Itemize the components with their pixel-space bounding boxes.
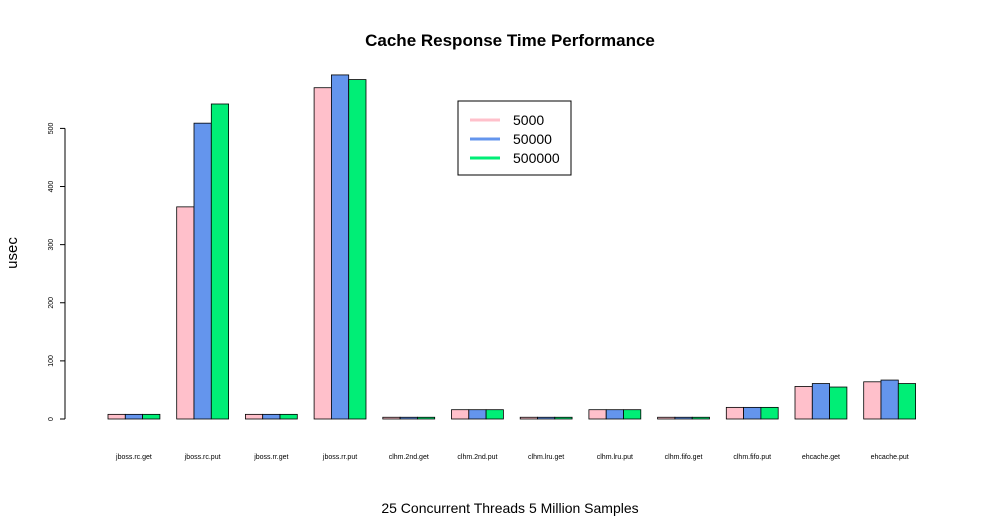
legend-label: 500000 [513,150,560,166]
bar-ehcache.get-500000 [829,386,848,420]
bar-clhm.fifo.put-5000 [725,406,744,420]
bar-jboss.rr.put-500000 [348,79,367,420]
bar-jboss.rc.put-500000 [210,103,230,420]
y-tick-label: 100 [48,355,55,367]
bar-ehcache.put-5000 [863,381,882,420]
bar-jboss.rc.put-50000 [193,122,212,420]
y-tick-label: 200 [48,297,55,309]
category-label: clhm.lru.get [528,454,564,461]
bar-clhm.lru.get-500000 [554,416,573,420]
bar-jboss.rr.put-50000 [330,74,350,420]
bar-clhm.fifo.put-500000 [760,406,779,420]
bar-jboss.rc.put-5000 [176,206,195,420]
bar-ehcache.put-50000 [880,379,899,420]
y-axis-label: usec [4,237,21,269]
bar-clhm.lru.put-50000 [605,409,624,420]
y-tick-label: 300 [48,239,55,251]
x-axis-label: 25 Concurrent Threads 5 Million Samples [381,500,638,516]
bar-ehcache.put-500000 [897,383,916,420]
y-tick-label: 400 [48,181,55,193]
bar-clhm.fifo.get-50000 [674,416,693,420]
category-label: ehcache.get [802,454,840,461]
bar-clhm.2nd.get-5000 [382,416,401,420]
bar-clhm.2nd.get-500000 [416,416,436,420]
bar-clhm.lru.put-5000 [588,409,607,420]
bar-clhm.2nd.get-50000 [399,416,418,420]
bar-clhm.lru.get-50000 [537,416,556,420]
bar-clhm.2nd.put-5000 [451,409,470,420]
bar-jboss.rr.get-500000 [279,413,298,420]
bar-clhm.2nd.put-500000 [485,409,504,420]
bar-jboss.rc.get-50000 [124,413,144,420]
category-label: ehcache.put [871,454,909,461]
bar-clhm.fifo.get-5000 [657,416,676,420]
category-label: clhm.2nd.put [457,454,497,461]
category-label: jboss.rr.get [253,454,288,461]
bar-clhm.fifo.get-500000 [691,416,710,420]
chart-title: Cache Response Time Performance [365,31,655,50]
category-label: jboss.rc.put [184,454,221,461]
category-labels: jboss.rc.get jboss.rc.put jboss.rr.get jbos… [115,454,909,461]
legend-label: 50000 [513,131,552,147]
legend-label: 5000 [513,112,544,128]
y-tick-label: 500 [48,122,55,134]
bar-ehcache.get-50000 [811,383,830,420]
bar-jboss.rr.get-5000 [244,413,264,420]
bar-jboss.rr.get-50000 [262,413,281,420]
bars-group [107,74,916,420]
bar-clhm.fifo.put-50000 [743,406,762,420]
category-label: clhm.lru.put [597,454,633,461]
category-label: jboss.rc.get [115,454,152,461]
category-label: clhm.2nd.get [389,454,429,461]
bar-clhm.lru.put-500000 [623,409,642,420]
category-label: clhm.fifo.put [733,454,771,461]
y-tick-label: 0 [48,417,55,421]
category-label: clhm.fifo.get [665,454,703,461]
y-axis: 0 100 200 300 400 500 [48,122,66,421]
category-label: jboss.rr.put [322,454,357,461]
bar-jboss.rr.put-5000 [313,87,332,420]
bar-clhm.lru.get-5000 [519,416,538,420]
bar-jboss.rc.get-5000 [107,413,126,420]
bar-jboss.rc.get-500000 [142,413,161,420]
legend: 5000 50000 500000 [457,100,572,176]
bar-clhm.2nd.put-50000 [468,409,487,420]
bar-ehcache.get-5000 [794,386,813,420]
